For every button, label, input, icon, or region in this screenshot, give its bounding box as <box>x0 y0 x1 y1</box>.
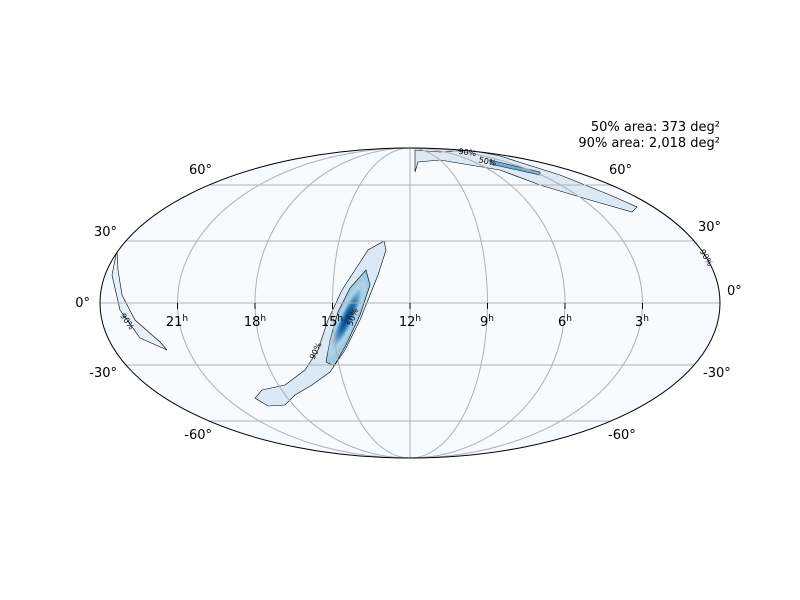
dec-label: -30° <box>89 366 117 381</box>
ra-labels: 21h 18h 15h 12h 9h 6h 3h <box>166 314 649 330</box>
dec-label: -60° <box>184 428 212 443</box>
dec-label: 60° <box>609 163 632 178</box>
dec-label: 60° <box>189 163 212 178</box>
area-90: 90% area: 2,018 deg² <box>578 136 720 151</box>
ra-label: 15h <box>321 314 343 330</box>
contour-label: 90% <box>458 147 477 158</box>
dec-label: 0° <box>75 296 90 311</box>
area-50: 50% area: 373 deg² <box>591 120 720 135</box>
probability-regions <box>111 149 638 407</box>
dec-label: -30° <box>703 366 731 381</box>
dec-labels-right: 60° 30° 0° -30° -60° <box>608 163 742 443</box>
area-annotations: 50% area: 373 deg² 90% area: 2,018 deg² <box>578 120 720 151</box>
dec-labels-left: 60° 30° 0° -30° -60° <box>75 163 212 443</box>
sky-border <box>99 147 721 459</box>
equator-ticks <box>177 303 643 309</box>
ra-label: 9h <box>480 314 494 330</box>
dec-label: -60° <box>608 428 636 443</box>
region-west <box>111 249 168 351</box>
dec-label: 0° <box>727 284 742 299</box>
dec-label: 30° <box>698 220 721 235</box>
ra-label: 18h <box>244 314 266 330</box>
region-main-peak <box>326 277 368 359</box>
ra-label: 6h <box>558 314 572 330</box>
ra-label: 3h <box>635 314 649 330</box>
contour-label: 50% <box>478 155 498 168</box>
ra-label: 21h <box>166 314 188 330</box>
dec-label: 30° <box>94 225 117 240</box>
ra-label: 12h <box>399 314 421 330</box>
